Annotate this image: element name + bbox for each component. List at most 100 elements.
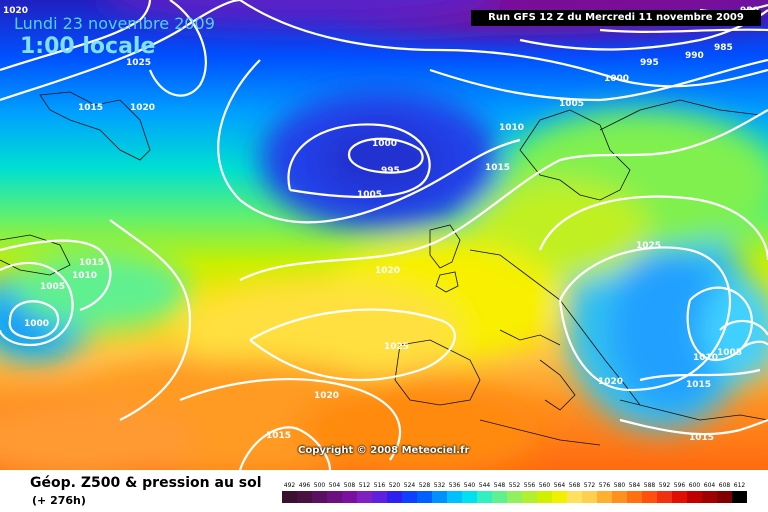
isobar-label: 985 [714,43,733,53]
isobar-label: 1015 [78,103,103,113]
isobar-label: 1000 [604,74,629,84]
legend-value: 584 [629,482,641,489]
legend-value: 580 [614,482,626,489]
legend-swatch [387,491,402,503]
isobar-label: 1025 [636,241,661,251]
isobar-label: 1025 [384,342,409,352]
isobar-label: 1020 [130,103,155,113]
legend-swatch [357,491,372,503]
legend-swatch [447,491,462,503]
copyright-notice: Copyright © 2008 Meteociel.fr [298,445,470,456]
legend-swatch [627,491,642,503]
legend-value: 600 [689,482,701,489]
legend-value: 492 [284,482,296,489]
legend-swatch [327,491,342,503]
map-title: Géop. Z500 & pression au sol [30,475,262,491]
isobar-label: 1020 [314,391,339,401]
color-legend: 492 496 500 504 508 512 516 520 524 528 532 536 540 5… [282,482,747,503]
isobar-label: 990 [685,51,704,61]
legend-swatch [702,491,717,503]
legend-value: 564 [554,482,566,489]
forecast-offset: (+ 276h) [32,494,86,507]
isobar-label: 1015 [686,380,711,390]
forecast-date: Lundi 23 novembre 2009 [14,14,215,33]
legend-value: 504 [329,482,341,489]
legend-swatch [372,491,387,503]
legend-value: 572 [584,482,596,489]
legend-value: 508 [344,482,356,489]
isobar-label: 1025 [126,58,151,68]
forecast-time: 1:00 locale [20,34,156,59]
legend-value: 596 [674,482,686,489]
legend-value: 548 [494,482,506,489]
legend-swatch [402,491,417,503]
legend-swatch [462,491,477,503]
legend-value: 516 [374,482,386,489]
legend-value: 556 [524,482,536,489]
legend-swatch [507,491,522,503]
legend-swatch [477,491,492,503]
legend-value: 576 [599,482,611,489]
legend-swatch [672,491,687,503]
legend-value: 612 [734,482,746,489]
isobar-label: 1020 [375,266,400,276]
legend-value: 604 [704,482,716,489]
legend-swatch [597,491,612,503]
legend-value: 528 [419,482,431,489]
isobar-label: 1005 [559,99,584,109]
isobar-label: 995 [640,58,659,68]
legend-swatch [537,491,552,503]
legend-swatch [567,491,582,503]
isobar-label: 1000 [24,319,49,329]
legend-value: 512 [359,482,371,489]
legend-swatch [312,491,327,503]
legend-value: 560 [539,482,551,489]
legend-value: 552 [509,482,521,489]
legend-value: 524 [404,482,416,489]
legend-swatch [297,491,312,503]
legend-value: 592 [659,482,671,489]
legend-swatch [687,491,702,503]
legend-value: 536 [449,482,461,489]
isobar-label: 1000 [372,139,397,149]
legend-swatch [612,491,627,503]
coastlines [0,91,768,446]
weather-map: 1020 1025 1015 1020 1000 995 1005 1010 1015 1005 1… [0,0,768,470]
legend-swatch [432,491,447,503]
legend-swatch [417,491,432,503]
isobar-label: 1010 [499,123,524,133]
isobar-label: 1005 [40,282,65,292]
isobar-label: 1015 [79,258,104,268]
legend-swatch [492,491,507,503]
isobar-label: 1010 [693,353,718,363]
legend-value: 500 [314,482,326,489]
legend-value: 608 [719,482,731,489]
isobar-label: 1010 [72,271,97,281]
legend-value: 532 [434,482,446,489]
isobar-label: 995 [381,166,400,176]
isobar-label: 1020 [3,6,28,16]
legend-swatch [642,491,657,503]
legend-value: 496 [299,482,311,489]
isobar-lines [0,0,768,470]
isobar-label: 1005 [357,190,382,200]
legend-value: 588 [644,482,656,489]
isobar-label: 1005 [717,348,742,358]
legend-swatch [717,491,732,503]
legend-value: 544 [479,482,491,489]
legend-swatch [582,491,597,503]
legend-swatch [342,491,357,503]
isobar-label: 1015 [485,163,510,173]
legend-swatch [282,491,297,503]
legend-swatch [522,491,537,503]
isobar-label: 1015 [266,431,291,441]
legend-value: 540 [464,482,476,489]
legend-swatch [552,491,567,503]
legend-swatch [657,491,672,503]
isobar-label: 1015 [689,433,714,443]
legend-value: 568 [569,482,581,489]
legend-value: 520 [389,482,401,489]
isobar-label: 1020 [598,377,623,387]
